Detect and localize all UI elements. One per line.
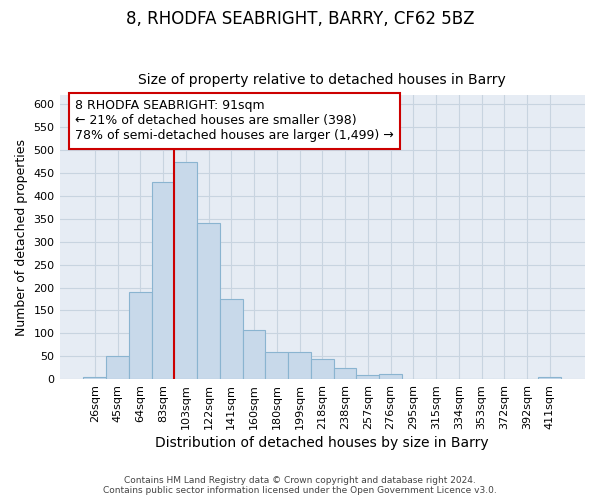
Bar: [356, 374, 379, 379]
Text: Contains HM Land Registry data © Crown copyright and database right 2024.
Contai: Contains HM Land Registry data © Crown c…: [103, 476, 497, 495]
Y-axis label: Number of detached properties: Number of detached properties: [15, 138, 28, 336]
Bar: [265, 352, 288, 379]
Bar: [129, 292, 152, 379]
Bar: [106, 356, 129, 379]
Bar: [311, 358, 334, 379]
Bar: [83, 377, 106, 379]
Bar: [334, 368, 356, 379]
Bar: [288, 352, 311, 379]
Title: Size of property relative to detached houses in Barry: Size of property relative to detached ho…: [139, 73, 506, 87]
Bar: [152, 182, 175, 379]
Bar: [379, 374, 402, 379]
Bar: [242, 330, 265, 379]
Bar: [220, 299, 242, 379]
X-axis label: Distribution of detached houses by size in Barry: Distribution of detached houses by size …: [155, 436, 489, 450]
Text: 8 RHODFA SEABRIGHT: 91sqm
← 21% of detached houses are smaller (398)
78% of semi: 8 RHODFA SEABRIGHT: 91sqm ← 21% of detac…: [76, 100, 394, 142]
Text: 8, RHODFA SEABRIGHT, BARRY, CF62 5BZ: 8, RHODFA SEABRIGHT, BARRY, CF62 5BZ: [126, 10, 474, 28]
Bar: [197, 224, 220, 379]
Bar: [538, 377, 561, 379]
Bar: [175, 162, 197, 379]
